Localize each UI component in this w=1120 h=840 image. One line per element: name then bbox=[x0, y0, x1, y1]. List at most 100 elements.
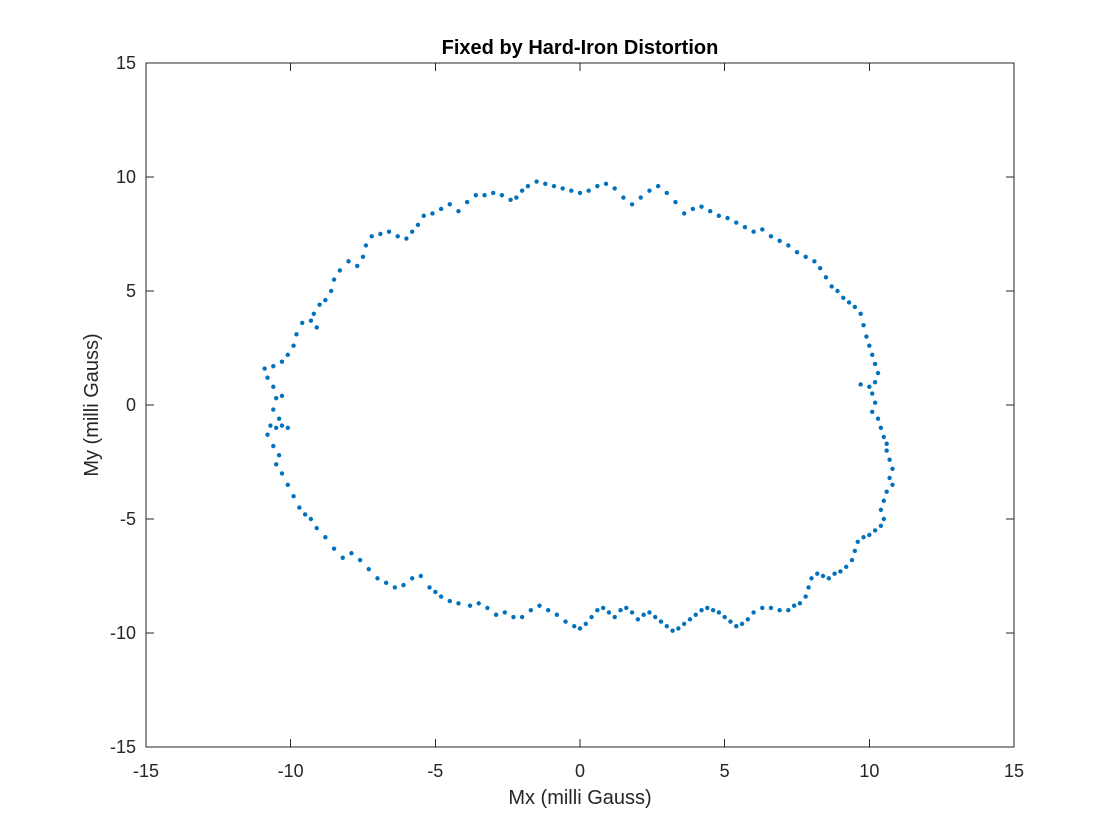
data-point bbox=[852, 548, 858, 554]
data-point bbox=[716, 213, 722, 218]
data-point bbox=[349, 551, 354, 556]
data-point bbox=[786, 608, 791, 613]
data-point bbox=[464, 199, 470, 205]
data-point bbox=[525, 183, 531, 189]
data-point bbox=[551, 183, 557, 189]
data-point bbox=[427, 585, 432, 590]
data-point bbox=[809, 576, 814, 581]
data-point bbox=[291, 494, 296, 499]
data-point bbox=[265, 432, 270, 437]
data-point bbox=[308, 516, 314, 522]
data-point bbox=[812, 259, 817, 264]
data-point bbox=[849, 557, 855, 563]
data-point bbox=[815, 571, 820, 576]
data-point bbox=[803, 254, 808, 259]
data-point bbox=[430, 211, 435, 216]
data-point bbox=[311, 311, 317, 316]
data-point bbox=[705, 605, 710, 611]
data-point bbox=[317, 302, 322, 307]
data-point bbox=[308, 318, 314, 323]
data-point bbox=[838, 569, 843, 574]
data-point bbox=[300, 320, 305, 326]
data-point bbox=[716, 610, 722, 615]
data-point bbox=[331, 277, 337, 282]
data-point bbox=[337, 268, 343, 273]
data-point bbox=[676, 626, 681, 631]
data-point bbox=[872, 361, 878, 367]
data-point bbox=[271, 443, 276, 449]
data-point bbox=[314, 525, 319, 531]
data-point bbox=[314, 325, 319, 330]
data-point bbox=[499, 193, 505, 198]
data-point bbox=[294, 332, 299, 337]
data-point bbox=[447, 598, 452, 604]
data-point bbox=[794, 250, 800, 255]
data-point bbox=[346, 259, 351, 264]
data-point bbox=[395, 234, 400, 239]
data-point bbox=[595, 608, 600, 613]
data-point bbox=[708, 209, 713, 214]
data-point bbox=[369, 234, 374, 239]
data-point bbox=[409, 576, 415, 581]
data-point bbox=[534, 179, 539, 184]
data-point bbox=[265, 375, 270, 380]
data-point bbox=[624, 605, 629, 611]
data-point bbox=[872, 380, 878, 385]
data-point bbox=[589, 614, 594, 620]
data-point bbox=[725, 215, 730, 221]
data-point bbox=[279, 359, 285, 364]
data-point bbox=[502, 610, 507, 615]
data-point bbox=[791, 603, 797, 608]
data-point bbox=[699, 608, 704, 613]
data-point bbox=[878, 425, 884, 430]
data-point bbox=[881, 498, 886, 503]
data-point bbox=[768, 605, 774, 611]
data-point bbox=[467, 603, 473, 608]
y-tick-label: 5 bbox=[126, 281, 136, 301]
y-tick-label: -5 bbox=[120, 509, 136, 529]
data-point bbox=[340, 555, 345, 560]
data-point bbox=[699, 204, 704, 209]
x-tick-label: -5 bbox=[427, 761, 443, 781]
data-point bbox=[760, 227, 765, 232]
y-axis-label: My (milli Gauss) bbox=[81, 333, 103, 476]
data-point bbox=[777, 608, 782, 613]
points-layer bbox=[262, 179, 895, 633]
data-point bbox=[843, 564, 849, 570]
data-point bbox=[846, 300, 852, 305]
data-point bbox=[328, 288, 334, 294]
data-point bbox=[302, 512, 308, 517]
data-point bbox=[447, 202, 452, 207]
data-point bbox=[884, 489, 889, 494]
data-point bbox=[878, 523, 884, 529]
data-point bbox=[820, 573, 826, 579]
data-point bbox=[421, 213, 426, 218]
data-point bbox=[508, 197, 513, 202]
y-tick-label: -15 bbox=[110, 737, 136, 757]
data-point bbox=[577, 190, 583, 196]
data-point bbox=[291, 343, 296, 348]
data-point bbox=[681, 211, 687, 216]
y-tick-label: -10 bbox=[110, 623, 136, 643]
data-point bbox=[438, 206, 444, 212]
data-point bbox=[887, 457, 892, 462]
data-point bbox=[586, 188, 591, 193]
data-point bbox=[537, 603, 542, 608]
data-point bbox=[519, 614, 525, 620]
data-point bbox=[482, 193, 487, 198]
data-point bbox=[473, 193, 479, 198]
data-point bbox=[331, 546, 337, 551]
data-point bbox=[826, 576, 832, 581]
data-point bbox=[786, 243, 791, 248]
data-point bbox=[433, 589, 438, 595]
data-point bbox=[595, 183, 600, 189]
data-point bbox=[274, 462, 279, 467]
data-point bbox=[438, 594, 444, 599]
data-point bbox=[875, 416, 881, 421]
x-tick-label: 10 bbox=[859, 761, 879, 781]
data-point bbox=[409, 229, 415, 234]
data-point bbox=[355, 263, 360, 269]
data-point bbox=[887, 475, 892, 481]
x-tick-label: 15 bbox=[1004, 761, 1024, 781]
data-point bbox=[514, 195, 519, 200]
